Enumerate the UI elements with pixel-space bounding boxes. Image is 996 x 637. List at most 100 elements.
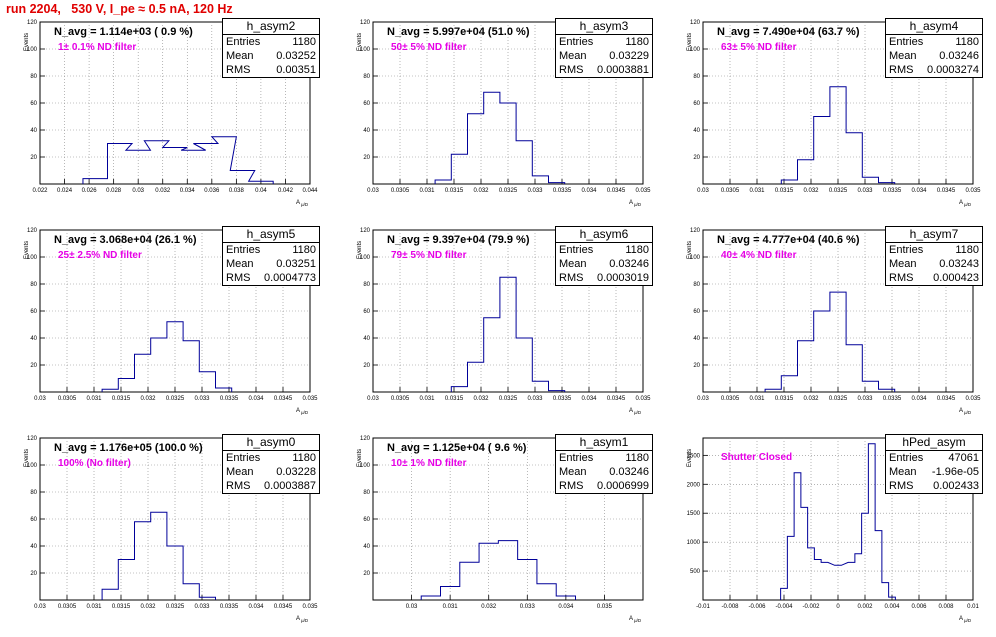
- stats-row-entries: Entries 1180: [556, 35, 652, 49]
- stats-title: h_asym1: [556, 435, 652, 451]
- y-axis-label: Events: [687, 449, 693, 467]
- x-axis-label: A: [629, 408, 633, 414]
- x-axis-label: A: [296, 408, 300, 414]
- x-tick-label: 0.033: [194, 604, 210, 610]
- stats-key: RMS: [226, 64, 251, 76]
- x-tick-label: 0.028: [106, 188, 122, 194]
- stats-title: h_asym4: [886, 19, 982, 35]
- x-tick-label: 0.033: [857, 188, 873, 194]
- stats-key: Mean: [559, 466, 587, 478]
- stats-key: Entries: [889, 36, 924, 48]
- stats-title: h_asym5: [223, 227, 319, 243]
- y-axis-label: Events: [24, 241, 30, 259]
- stats-row-entries: Entries 1180: [223, 243, 319, 257]
- y-tick-label: 40: [363, 128, 370, 134]
- x-tick-label: -0.01: [696, 604, 710, 610]
- x-tick-label: 0.01: [967, 604, 979, 610]
- x-tick-label: 0.035: [635, 396, 651, 402]
- y-tick-label: 100: [360, 463, 371, 469]
- x-tick-label: -0.002: [802, 604, 820, 610]
- y-tick-label: 80: [363, 74, 370, 80]
- y-tick-label: 40: [30, 128, 37, 134]
- y-tick-label: 20: [363, 155, 370, 161]
- y-tick-label: 120: [690, 228, 701, 234]
- stats-box: hPed_asym Entries 47061 Mean -1.96e-05 RMS 0.0…: [885, 434, 983, 494]
- x-tick-label: 0.0315: [775, 396, 794, 402]
- stats-key: Entries: [889, 452, 924, 464]
- run-title: run 2204, 530 V, I_pe ≈ 0.5 nA, 120 Hz: [6, 2, 233, 16]
- stats-row-rms: RMS 0.0003881: [556, 63, 652, 77]
- y-tick-label: 20: [693, 363, 700, 369]
- histogram-outline: [450, 276, 566, 392]
- stats-value: -1.96e-05: [931, 466, 979, 478]
- x-tick-label: 0.004: [884, 604, 900, 610]
- histogram-panel-h_asym5: 0.03 0.0305 0.031 0.0315 0.032 0.0325 0.033 0.0…: [0, 222, 330, 429]
- stats-key: Mean: [226, 50, 254, 62]
- histogram-panel-h_asym4: 0.03 0.0305 0.031 0.0315 0.032 0.0325 0.033 0.0…: [663, 14, 993, 221]
- x-tick-label: 0.035: [965, 396, 981, 402]
- y-tick-label: 20: [363, 363, 370, 369]
- stats-value: 1180: [292, 36, 316, 48]
- histogram-outline: [780, 443, 896, 600]
- stats-row-rms: RMS 0.0003274: [886, 63, 982, 77]
- y-axis-label: Events: [24, 33, 30, 51]
- x-tick-label: 0.0325: [166, 396, 185, 402]
- x-axis-sub: μ/D: [964, 202, 972, 207]
- stats-row-mean: Mean 0.03229: [556, 49, 652, 63]
- stats-row-mean: Mean 0.03246: [556, 465, 652, 479]
- stats-row-mean: Mean 0.03246: [556, 257, 652, 271]
- histogram-outline: [101, 321, 233, 392]
- x-tick-label: 0.034: [911, 396, 927, 402]
- histogram-panel-h_asym6: 0.03 0.0305 0.031 0.0315 0.032 0.0325 0.033 0.0…: [333, 222, 663, 429]
- stats-key: Entries: [226, 452, 261, 464]
- y-tick-label: 40: [363, 544, 370, 550]
- stats-title: h_asym7: [886, 227, 982, 243]
- y-tick-label: 40: [30, 336, 37, 342]
- x-tick-label: 0.033: [857, 396, 873, 402]
- x-tick-label: 0.031: [749, 396, 765, 402]
- x-tick-label: 0.031: [86, 396, 102, 402]
- y-tick-label: 60: [363, 309, 370, 315]
- x-tick-label: 0.04: [255, 188, 267, 194]
- stats-key: Entries: [226, 244, 261, 256]
- histogram-outline: [420, 540, 576, 600]
- x-tick-label: 0.035: [302, 604, 318, 610]
- x-axis-label: A: [959, 408, 963, 414]
- x-tick-label: 0.033: [527, 188, 543, 194]
- filter-label: Shutter Closed: [721, 452, 793, 463]
- x-axis-sub: μ/D: [301, 202, 309, 207]
- y-tick-label: 1000: [687, 540, 701, 546]
- x-tick-label: 0.034: [911, 188, 927, 194]
- y-tick-label: 120: [360, 228, 371, 234]
- y-tick-label: 60: [363, 517, 370, 523]
- y-tick-label: 120: [27, 20, 38, 26]
- filter-label: 50± 5% ND filter: [391, 42, 467, 53]
- stats-title: h_asym3: [556, 19, 652, 35]
- stats-value: 1180: [955, 244, 979, 256]
- x-tick-label: 0.03: [367, 396, 379, 402]
- x-tick-label: 0.03: [34, 396, 46, 402]
- x-tick-label: 0.034: [581, 188, 597, 194]
- navg-label: N_avg = 1.114e+03 ( 0.9 %): [54, 26, 193, 38]
- x-tick-label: 0.022: [32, 188, 48, 194]
- x-tick-label: 0.044: [302, 188, 318, 194]
- stats-value: 0.03243: [939, 258, 979, 270]
- x-axis-sub: μ/D: [964, 410, 972, 415]
- stats-value: 0.0003274: [927, 64, 979, 76]
- stats-title: h_asym0: [223, 435, 319, 451]
- stats-row-mean: Mean 0.03246: [886, 49, 982, 63]
- filter-label: 1± 0.1% ND filter: [58, 42, 137, 53]
- y-tick-label: 100: [27, 255, 38, 261]
- x-tick-label: 0.008: [938, 604, 954, 610]
- y-tick-label: 60: [693, 101, 700, 107]
- x-axis-label: A: [296, 200, 300, 206]
- y-tick-label: 20: [363, 571, 370, 577]
- y-tick-label: 100: [690, 47, 701, 53]
- stats-key: Entries: [559, 36, 594, 48]
- stats-key: Entries: [559, 452, 594, 464]
- stats-value: 0.002433: [933, 480, 979, 492]
- navg-label: N_avg = 1.125e+04 ( 9.6 %): [387, 442, 527, 454]
- stats-value: 0.03251: [276, 258, 316, 270]
- stats-row-entries: Entries 1180: [886, 35, 982, 49]
- y-tick-label: 120: [360, 20, 371, 26]
